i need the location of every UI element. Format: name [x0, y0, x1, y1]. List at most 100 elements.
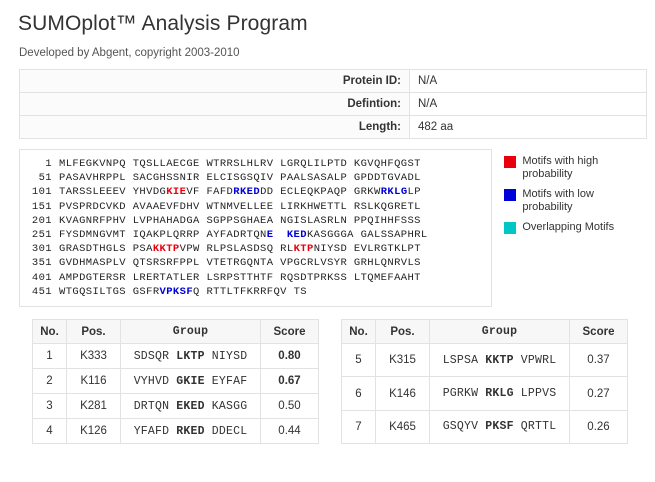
sequence-gap	[126, 229, 133, 241]
table-row: 5 K315 LSPSA KKTP VPWRL 0.37	[341, 343, 628, 378]
sequence-gap	[126, 243, 133, 255]
sequence-text: FAFD	[206, 186, 234, 199]
result-index: 6	[341, 376, 376, 411]
table-row: 1 K333 SDSQR LKTP NIYSD 0.80	[32, 343, 319, 370]
result-group: GSQYV PKSF QRTTL	[429, 409, 570, 445]
result-score: 0.26	[569, 409, 628, 445]
sequence-gap	[347, 215, 354, 227]
legend-color-swatch-icon	[504, 222, 517, 234]
sequence-gap	[126, 186, 133, 198]
info-row: Defintion: N/A	[19, 92, 647, 116]
sequence-line-number: 301	[31, 243, 52, 256]
sequence-text: GPDDTGVADL	[353, 172, 421, 185]
group-suffix: EYFAF	[204, 374, 248, 388]
sequence-text: RSLKQGRETL	[353, 200, 421, 213]
legend-label: Overlapping Motifs	[522, 221, 615, 233]
sequence-text: AYFADRTQN	[206, 229, 267, 242]
info-label: Length:	[19, 115, 410, 139]
sequence-text: VTETRGQNTA	[206, 257, 274, 270]
sequence-text: TQSLLAECGE	[132, 158, 200, 170]
sequence-text: RL	[280, 243, 294, 256]
sequence-gap	[347, 257, 354, 269]
table-row: 6 K146 PGRKW RKLG LPPVS 0.27	[341, 376, 628, 411]
sequence-motif-blue: E	[266, 229, 274, 242]
sequence-motif-blue: VPKSF	[159, 285, 194, 298]
sequence-line: 451 WTGQSILTGS GSFRVPKSFQ RTTLTFKRRFQV TS	[26, 285, 483, 299]
sequence-line-number: 101	[31, 186, 52, 199]
sequence-text: PPQIHHFSSS	[353, 214, 421, 227]
sequence-gap	[347, 201, 354, 213]
result-position: K315	[375, 343, 430, 378]
result-index: 4	[32, 418, 67, 445]
group-core-motif: RKLG	[485, 387, 514, 401]
sequence-text: FYSDMNGVMT	[59, 229, 127, 242]
sequence-text: LSRPSTTHTF	[206, 271, 274, 284]
result-score: 0.80	[260, 343, 319, 370]
sequence-text: IQAKPLQRRP	[132, 229, 200, 242]
sequence-line-number: 201	[31, 214, 52, 227]
sequence-text: GVDHMASPLV	[59, 257, 127, 270]
sequence-motif-blue: RKLG	[380, 186, 408, 199]
sequence-text: VPGCRLVSYR	[280, 257, 348, 270]
motif-legend: Motifs with high probability Motifs with …	[492, 149, 641, 307]
group-suffix: NIYSD	[204, 349, 248, 363]
info-label: Protein ID:	[19, 69, 410, 93]
result-position: K281	[66, 393, 121, 420]
page-title: SUMOplot™ Analysis Program	[18, 12, 308, 35]
sequence-line-number: 401	[31, 271, 52, 284]
sequence-text: VF	[186, 186, 200, 199]
group-prefix: LSPSA	[442, 353, 486, 367]
sequence-text: GRKW	[353, 186, 381, 199]
sequence-gap	[347, 243, 354, 255]
sequence-gap	[347, 172, 354, 184]
legend-row: Motifs with low probability	[504, 188, 641, 214]
group-suffix: QRTTL	[513, 420, 557, 434]
sequence-line-number: 251	[31, 229, 52, 242]
sequence-text: DD	[260, 186, 274, 199]
group-core-motif: RKED	[176, 424, 205, 438]
sequence-text: SACGHSSNIR	[132, 172, 200, 185]
sequence-text: PASAVHRPPL	[59, 172, 127, 185]
sequence-line-number: 51	[38, 172, 52, 185]
table-row: 7 K465 GSQYV PKSF QRTTL 0.26	[341, 409, 628, 445]
sequence-line-number: 451	[31, 285, 52, 298]
result-position: K126	[66, 418, 121, 445]
results-column-header: Score	[260, 319, 319, 345]
result-score: 0.44	[260, 418, 319, 445]
result-index: 5	[341, 343, 376, 378]
sequence-text: LP	[407, 186, 421, 199]
sequence-line: 351 GVDHMASPLV QTSRSRFPPL VTETRGQNTA VPGC…	[26, 256, 483, 270]
sequence-text: GSFR	[132, 285, 160, 298]
sequence-text: KASGGGA	[306, 229, 354, 242]
group-core-motif: PKSF	[485, 420, 514, 434]
sequence-gap	[126, 286, 133, 298]
results-column-header: Group	[120, 319, 261, 345]
sequence-line-number: 351	[31, 257, 52, 270]
sequence-line: 401 AMPDGTERSR LRERTATLER LSRPSTTHTF RQSD…	[26, 271, 483, 285]
sequence-text: GRASDTHGLS	[59, 243, 127, 256]
sequence-line: 301 GRASDTHGLS PSAKKTPVPW RLPSLASDSQ RLKT…	[26, 242, 483, 256]
sequence-text: PSA	[132, 243, 153, 256]
sequence-text: TARSSLEEEV	[59, 186, 127, 199]
sequence-text: MLFEGKVNPQ	[59, 158, 127, 170]
sequence-gap	[126, 215, 133, 227]
sequence-text: GRHLQNRVLS	[353, 257, 421, 270]
legend-row: Motifs with high probability	[504, 155, 641, 181]
sequence-text: NGISLASRLN	[280, 214, 348, 227]
result-position: K146	[375, 376, 430, 411]
sequence-text: NIYSD	[313, 243, 348, 256]
sequence-gap	[126, 257, 133, 269]
info-label: Defintion:	[19, 92, 410, 116]
sequence-text: LIRKHWETTL	[280, 200, 348, 213]
legend-color-swatch-icon	[504, 189, 517, 201]
sequence-line-number: 1	[45, 158, 52, 170]
sequence-text: AVAAEVFDHV	[132, 200, 200, 213]
result-index: 2	[32, 368, 67, 395]
info-value: N/A	[409, 92, 647, 116]
sequence-section: 1 MLFEGKVNPQ TQSLLAECGE WTRRSLHLRV LGRQLI…	[19, 149, 641, 308]
legend-label: Motifs with high probability	[522, 155, 599, 180]
sequence-text: WTRRSLHLRV	[206, 158, 274, 170]
info-row: Length: 482 aa	[19, 115, 647, 139]
sequence-gap	[354, 229, 361, 241]
group-core-motif: EKED	[176, 399, 205, 413]
